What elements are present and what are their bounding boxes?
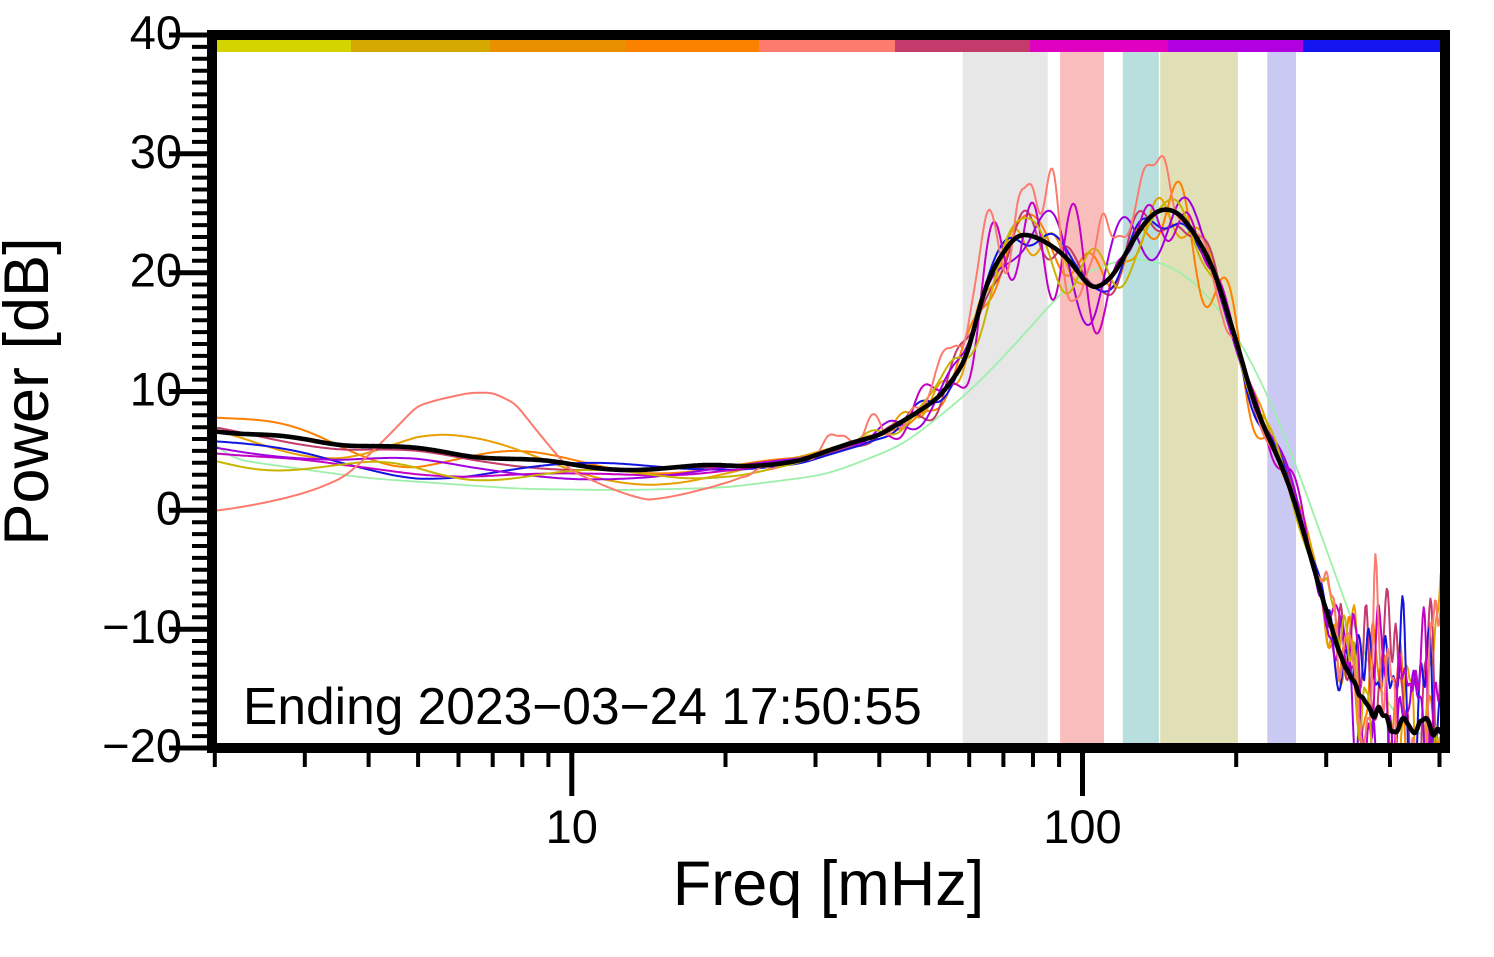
svg-text:10: 10	[130, 363, 182, 416]
svg-text:100: 100	[1043, 800, 1121, 853]
svg-text:0: 0	[156, 481, 182, 534]
svg-text:Power [dB]: Power [dB]	[0, 237, 62, 545]
svg-text:−20: −20	[102, 719, 182, 772]
svg-text:20: 20	[130, 244, 182, 297]
svg-text:−10: −10	[102, 600, 182, 653]
svg-text:Ending 2023−03−24 17:50:55: Ending 2023−03−24 17:50:55	[243, 677, 922, 735]
svg-text:Freq [mHz]: Freq [mHz]	[673, 849, 985, 919]
svg-text:30: 30	[130, 125, 182, 178]
svg-text:40: 40	[130, 6, 182, 59]
svg-text:10: 10	[546, 800, 598, 853]
